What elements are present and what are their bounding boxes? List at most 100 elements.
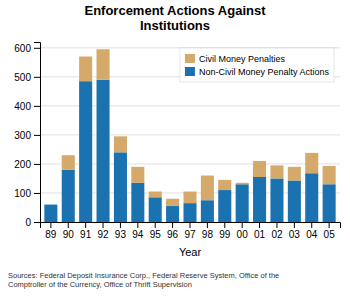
bar	[62, 170, 75, 222]
y-tick: 200	[14, 159, 40, 170]
bar	[323, 184, 336, 222]
chart-container: Enforcement Actions AgainstInstitutions 8…	[0, 0, 350, 300]
title-line: Enforcement Actions Against	[84, 3, 266, 18]
legend-label: Non-Civil Money Penalty Actions	[199, 67, 330, 77]
y-tick-label: 300	[14, 130, 31, 141]
y-tick-mark	[34, 106, 40, 107]
bar	[149, 192, 162, 198]
bar	[201, 200, 214, 222]
x-tick-label: 97	[184, 229, 196, 240]
x-tick-mark	[224, 222, 225, 228]
title-line: Institutions	[140, 18, 210, 33]
x-tick: 96	[167, 222, 179, 240]
x-tick-mark	[85, 222, 86, 228]
bar	[218, 190, 231, 222]
x-tick: 05	[324, 222, 336, 240]
x-tick: 99	[219, 222, 231, 240]
x-tick-mark	[207, 222, 208, 228]
y-tick-mark	[34, 164, 40, 165]
bar	[166, 199, 179, 206]
x-tick: 89	[45, 222, 57, 240]
grid	[40, 48, 340, 222]
bar	[44, 205, 57, 222]
x-tick: 98	[202, 222, 214, 240]
x-axis: 8990919293949596979899000102030405	[41, 222, 341, 240]
y-tick: 300	[14, 130, 40, 141]
series	[62, 49, 336, 206]
y-tick: 400	[14, 101, 40, 112]
legend-swatch	[185, 67, 195, 76]
x-tick-label: 04	[306, 229, 318, 240]
x-axis-line	[41, 223, 341, 229]
x-tick-label: 95	[150, 229, 162, 240]
title: Enforcement Actions AgainstInstitutions	[84, 3, 266, 33]
bar	[183, 192, 196, 204]
x-tick-label: 92	[97, 229, 109, 240]
x-tick-mark	[103, 222, 104, 228]
annotation-line: Sources: Federal Deposit Insurance Corp.…	[8, 271, 279, 280]
bar	[183, 203, 196, 222]
x-tick-mark	[276, 222, 277, 228]
bar	[323, 166, 336, 184]
x-tick-label: 02	[271, 229, 283, 240]
x-tick-label: 00	[237, 229, 249, 240]
x-tick-mark	[68, 222, 69, 228]
x-tick-mark	[155, 222, 156, 228]
chart-svg: Enforcement Actions AgainstInstitutions 8…	[0, 0, 350, 300]
y-axis-line	[34, 43, 41, 223]
x-tick-label: 99	[219, 229, 231, 240]
plot: 8990919293949596979899000102030405010020…	[14, 43, 340, 241]
x-tick-label: 91	[80, 229, 92, 240]
x-tick-label: 96	[167, 229, 179, 240]
x-tick-mark	[190, 222, 191, 228]
bar	[270, 178, 283, 222]
x-tick-label: 89	[45, 229, 57, 240]
x-tick-label: 93	[115, 229, 127, 240]
x-tick-mark	[311, 222, 312, 228]
bar	[270, 165, 283, 178]
x-tick-mark	[137, 222, 138, 228]
bar	[149, 197, 162, 222]
x-tick-mark	[259, 222, 260, 228]
bar	[114, 136, 127, 152]
legend-label: Civil Money Penalties	[199, 54, 286, 64]
bar	[305, 153, 318, 173]
x-tick: 90	[63, 222, 75, 240]
x-tick-label: 05	[324, 229, 336, 240]
y-tick: 500	[14, 72, 40, 83]
bar	[288, 167, 301, 181]
y-tick-label: 500	[14, 72, 31, 83]
x-tick: 93	[115, 222, 127, 240]
bar	[131, 167, 144, 183]
annotation: Sources: Federal Deposit Insurance Corp.…	[8, 271, 279, 289]
x-axis-title: Year	[179, 246, 202, 258]
bar	[166, 206, 179, 222]
x-tick-label: 94	[132, 229, 144, 240]
bar	[288, 180, 301, 222]
x-tick-label: 90	[63, 229, 75, 240]
y-tick-mark	[34, 48, 40, 49]
x-tick-mark	[294, 222, 295, 228]
x-tick: 95	[150, 222, 162, 240]
legend-frame	[180, 48, 334, 82]
x-tick-mark	[242, 222, 243, 228]
x-tick-mark	[172, 222, 173, 228]
bar	[253, 177, 266, 222]
y-tick-mark	[34, 222, 40, 223]
x-tick-mark	[50, 222, 51, 228]
y-tick: 0	[25, 217, 40, 228]
y-tick-label: 400	[14, 101, 31, 112]
bar	[62, 155, 75, 170]
bar	[97, 80, 110, 222]
y-axis: 0 100 200 300 400 500 600	[14, 43, 40, 228]
annotation-line: Comptroller of the Currency, Office of T…	[8, 280, 192, 289]
x-tick-mark	[120, 222, 121, 228]
x-tick-label: 98	[202, 229, 214, 240]
bar	[253, 161, 266, 177]
y-tick: 600	[14, 43, 40, 54]
y-tick: 100	[14, 188, 40, 199]
x-tick: 04	[306, 222, 318, 240]
y-tick-label: 200	[14, 159, 31, 170]
x-tick: 00	[237, 222, 249, 240]
y-tick-label: 0	[25, 217, 31, 228]
